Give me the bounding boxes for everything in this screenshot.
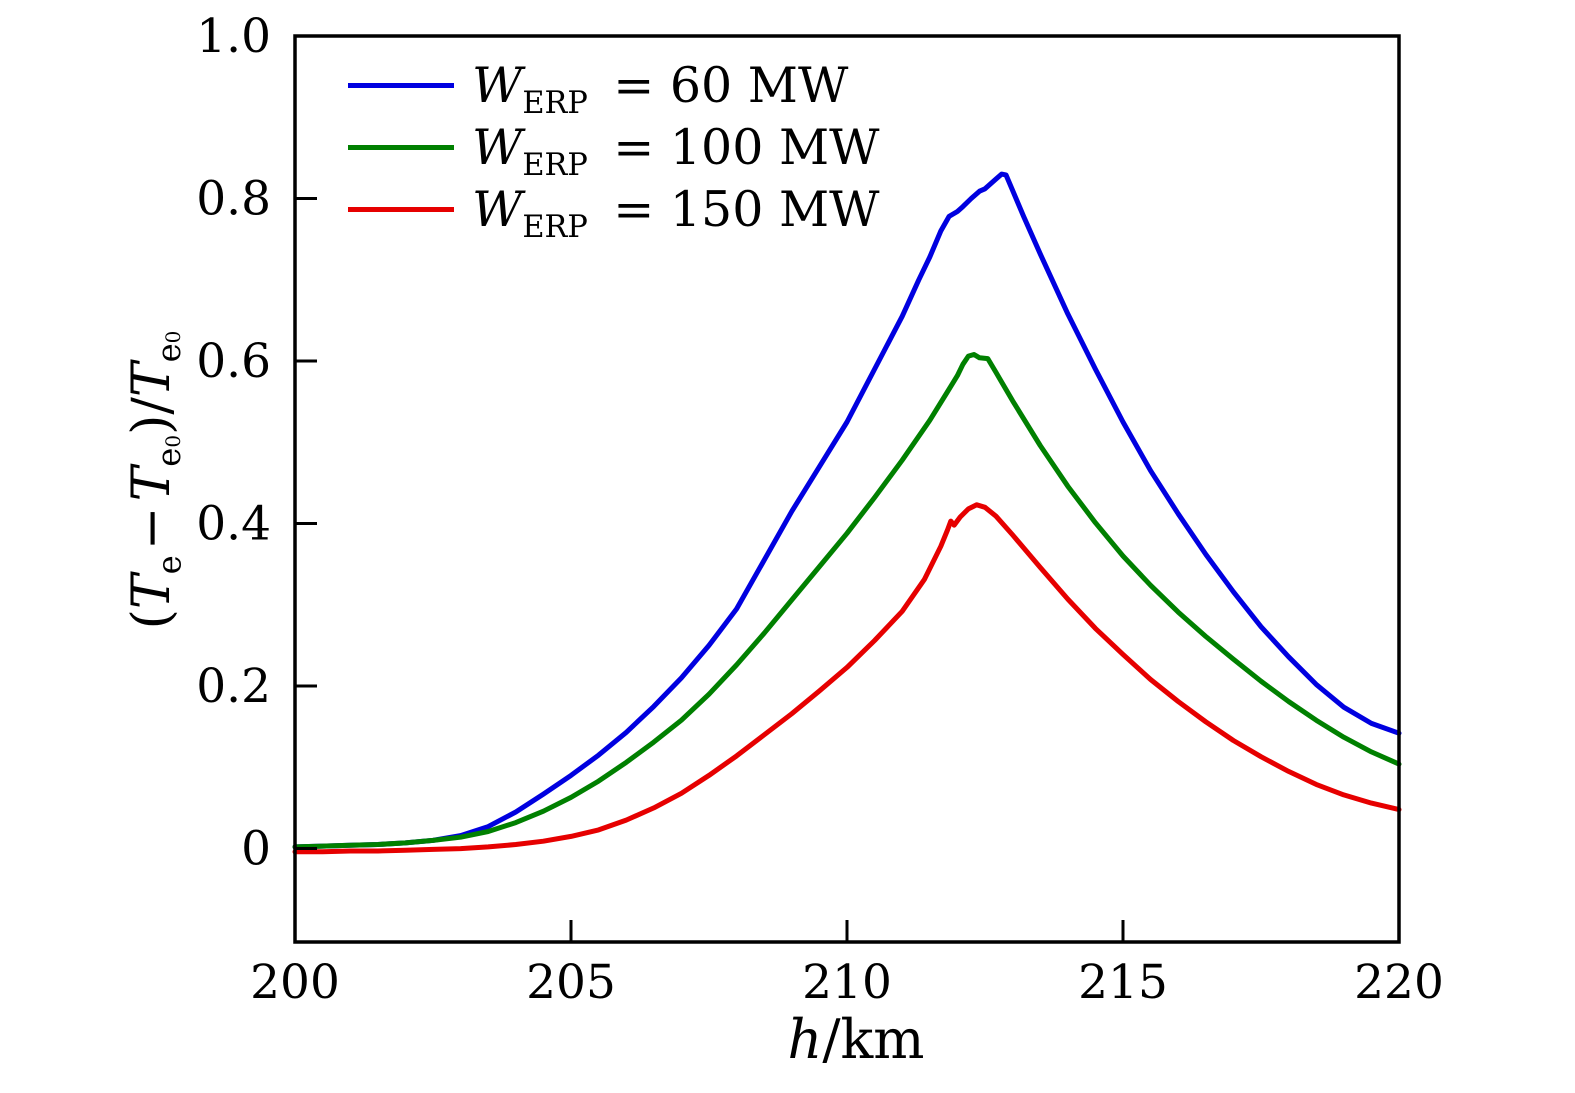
series-line-0	[292, 171, 1402, 850]
x-tick-label-205: 205	[526, 955, 616, 1010]
legend-label: WERP = 60 MW	[472, 56, 849, 121]
x-tick-label-220: 220	[1354, 955, 1444, 1010]
y-tick-label-0: 0	[241, 822, 271, 877]
y-tick-label-1.0: 1.0	[196, 9, 271, 64]
series-line-1	[292, 352, 1402, 850]
legend-item-60mw: WERP = 60 MW	[348, 54, 880, 121]
legend: WERP = 60 MW WERP = 100 MW WERP = 150 MW	[348, 54, 880, 245]
y-axis-label: (Te−Te0)/Te0	[122, 330, 189, 630]
legend-line-swatch-green	[348, 144, 454, 150]
legend-line-swatch-blue	[348, 82, 454, 88]
legend-label: WERP = 150 MW	[472, 180, 880, 245]
y-tick-label-0.8: 0.8	[196, 172, 271, 227]
series-line-2	[292, 502, 1402, 855]
y-tick-label-0.6: 0.6	[196, 334, 271, 389]
x-tick-label-200: 200	[250, 955, 340, 1010]
legend-item-100mw: WERP = 100 MW	[348, 116, 880, 183]
x-tick-label-215: 215	[1078, 955, 1168, 1010]
x-axis-label: h/km	[787, 1008, 925, 1071]
legend-line-swatch-red	[348, 206, 454, 212]
legend-item-150mw: WERP = 150 MW	[348, 178, 880, 245]
legend-label: WERP = 100 MW	[472, 118, 880, 183]
x-tick-label-210: 210	[802, 955, 892, 1010]
y-tick-label-0.4: 0.4	[196, 497, 271, 552]
y-tick-label-0.2: 0.2	[196, 659, 271, 714]
